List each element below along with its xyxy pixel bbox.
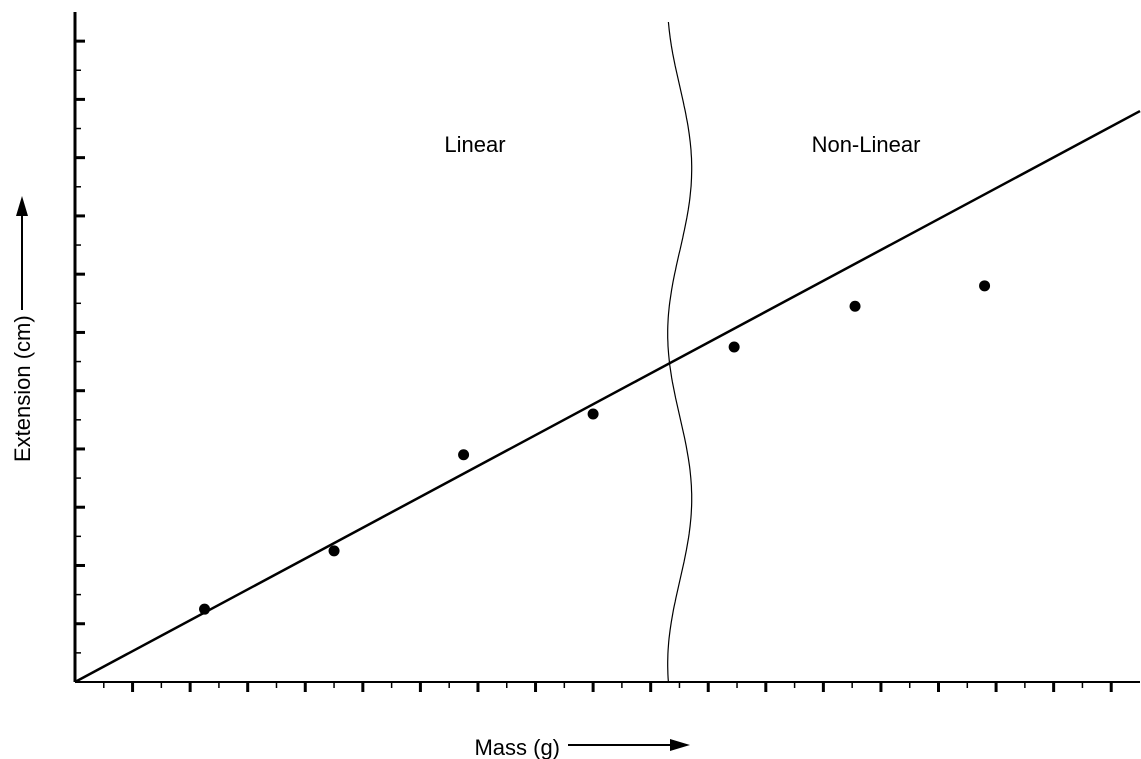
data-points <box>199 280 991 615</box>
data-point <box>728 341 740 353</box>
data-point <box>458 449 470 461</box>
x-axis-label: Mass (g) <box>474 735 560 759</box>
y-axis-label: Extension (cm) <box>10 315 35 462</box>
y-axis-arrow-icon <box>16 196 28 310</box>
data-point <box>328 545 340 557</box>
region-label-linear: Linear <box>444 132 505 157</box>
data-point <box>979 280 991 292</box>
x-ticks <box>103 682 1113 692</box>
data-point <box>587 408 599 420</box>
y-axis <box>73 12 85 682</box>
data-point <box>849 300 861 312</box>
x-axis <box>75 681 1140 692</box>
region-label-nonlinear: Non-Linear <box>812 132 921 157</box>
fit-line <box>74 109 1141 684</box>
data-point <box>199 603 211 615</box>
x-axis-arrow-icon <box>568 739 690 751</box>
y-ticks <box>75 39 85 654</box>
linear-boundary-curve <box>667 21 693 683</box>
